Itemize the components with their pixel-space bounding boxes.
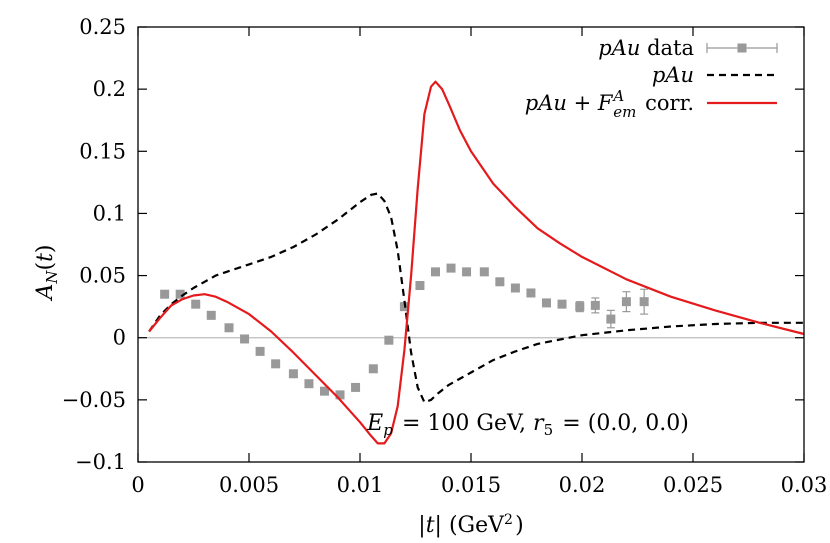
x-tick-label: 0	[131, 473, 144, 497]
y-tick-label: 0.1	[93, 201, 126, 225]
data-point	[575, 302, 585, 312]
x-tick-label: 0.02	[559, 473, 606, 497]
data-point	[160, 289, 170, 299]
series-layer	[148, 80, 805, 445]
legend-swatch-marker	[737, 43, 747, 53]
data-point	[479, 267, 489, 277]
data-point	[175, 289, 185, 299]
x-tick-label: 0.03	[781, 473, 828, 497]
x-tick-label: 0.015	[441, 473, 501, 497]
y-tick-label: 0	[113, 326, 126, 350]
x-tick-label: 0.01	[337, 473, 384, 497]
data-point	[240, 334, 250, 344]
plot-frame	[137, 26, 805, 463]
y-tick-label: −0.1	[75, 450, 126, 474]
y-tick-label: 0.25	[79, 15, 126, 39]
legend-label: pAu + FA em corr.	[525, 87, 694, 121]
data-point	[224, 323, 234, 333]
data-points-series	[160, 263, 649, 400]
ticks-layer: 0 0.005 0.01 0.015 0.02 0.025 0.03 −0.1 −0.05 0 0.…	[62, 15, 828, 497]
series-line	[148, 80, 805, 445]
data-point	[415, 281, 425, 291]
data-point	[639, 297, 649, 307]
data-point	[304, 379, 314, 389]
series-line	[148, 192, 804, 404]
data-point	[191, 299, 201, 309]
data-point	[462, 267, 472, 277]
y-axis-label: AN(t)	[33, 244, 61, 301]
data-point	[255, 346, 265, 356]
data-point	[557, 299, 567, 309]
legend-entry: pAu + FA em corr.	[525, 87, 777, 121]
data-point	[510, 283, 520, 293]
data-point	[446, 263, 456, 273]
data-point	[335, 390, 345, 400]
legend-entry: pAu data	[598, 36, 778, 60]
data-point	[288, 369, 298, 379]
data-point	[351, 382, 361, 392]
legend-label: pAu data	[598, 36, 694, 60]
y-tick-label: 0.05	[79, 264, 126, 288]
data-point	[590, 300, 600, 310]
x-tick-label: 0.005	[219, 473, 279, 497]
y-tick-label: 0.15	[79, 139, 126, 163]
data-point	[271, 359, 281, 369]
y-axis-label-text: AN(t)	[33, 244, 61, 301]
data-point	[319, 386, 329, 396]
y-tick-label: 0.2	[93, 77, 126, 101]
data-point	[384, 335, 394, 345]
data-point	[621, 297, 631, 307]
data-point	[541, 298, 551, 308]
annotation: Ep = 100 GeV, r5 = (0.0, 0.0)	[366, 411, 689, 439]
data-point	[368, 364, 378, 374]
x-tick-label: 0.025	[663, 473, 723, 497]
y-tick-label: −0.05	[62, 388, 126, 412]
data-point	[495, 277, 505, 287]
data-point	[430, 267, 440, 277]
legend-entry: pAu	[652, 63, 777, 87]
x-axis-label: |t| (GeV2 )	[418, 512, 523, 538]
data-point	[206, 310, 216, 320]
legend-label: pAu	[652, 63, 694, 87]
data-point	[606, 314, 616, 324]
data-point	[526, 288, 536, 298]
